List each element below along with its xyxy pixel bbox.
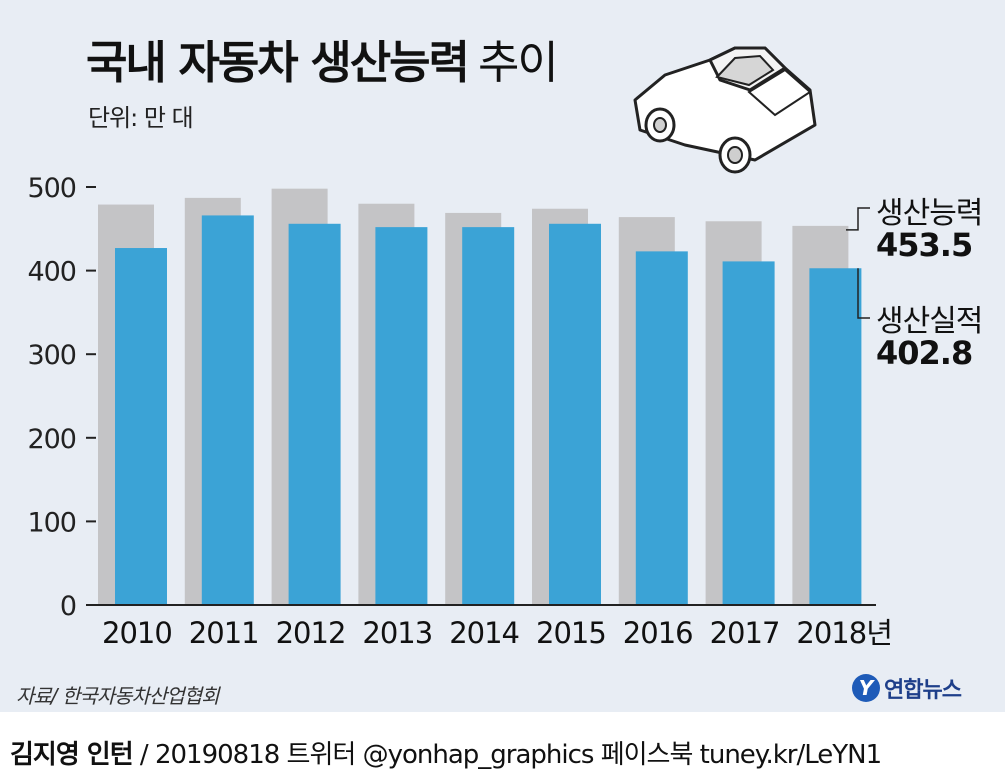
credit-line: 김지영 인턴 / 20190818 트위터 @yonhap_graphics 페…	[10, 734, 882, 771]
production-bar	[722, 261, 775, 605]
capacity-leader-line	[846, 207, 870, 231]
y-tick-label: 500	[27, 173, 76, 204]
x-tick-label: 2012	[276, 616, 346, 650]
x-tick-label: 2010	[102, 616, 172, 650]
production-bar	[549, 223, 601, 605]
y-tick-label: 100	[27, 507, 76, 538]
production-bar	[201, 215, 254, 605]
production-bar	[375, 227, 428, 606]
legend-production-value: 402.8	[876, 334, 973, 372]
production-bar	[462, 227, 515, 606]
production-bar	[635, 251, 688, 605]
credit-author: 김지영 인턴	[10, 740, 134, 770]
title-main: 국내 자동차 생산능력	[86, 36, 470, 89]
chart-title: 국내 자동차 생산능력 추이	[86, 26, 559, 91]
production-bars	[115, 215, 862, 606]
x-tick-label: 2013	[362, 616, 432, 650]
y-axis: 0 100 200 300 400 500	[27, 173, 876, 622]
production-leader-line	[857, 268, 870, 319]
logo-mark-icon: Y	[852, 674, 880, 702]
unit-label: 단위: 만 대	[88, 104, 194, 132]
x-tick-label: 2014	[449, 616, 519, 650]
title-tail: 추이	[477, 36, 559, 89]
legend-production-label: 생산실적	[876, 304, 983, 339]
x-tick-label: 2016	[623, 616, 693, 650]
y-tick-label: 200	[27, 424, 76, 455]
y-tick-label: 300	[27, 340, 76, 371]
x-tick-label: 2017	[710, 616, 780, 650]
source-note: 자료/ 한국자동차산업협회	[16, 684, 219, 708]
x-tick-label: 2011	[189, 616, 259, 650]
legend-leader-lines	[846, 207, 870, 319]
legend-capacity-value: 453.5	[876, 226, 973, 264]
y-tick-label: 400	[27, 257, 76, 288]
production-bar	[809, 268, 862, 605]
footer-bar	[0, 712, 1005, 777]
car-illustration-icon	[633, 46, 817, 174]
production-bar	[115, 248, 167, 605]
production-bar	[288, 223, 341, 605]
x-axis-labels: 2010 2011 2012 2013 2014 2015 2016 2017 2018년	[102, 616, 893, 650]
legend-capacity-label: 생산능력	[876, 196, 983, 231]
y-tick-label: 0	[60, 591, 76, 622]
x-tick-label: 2018년	[796, 616, 891, 650]
x-tick-label: 2015	[536, 616, 606, 650]
credit-details: / 20190818 트위터 @yonhap_graphics 페이스북 tun…	[132, 740, 882, 770]
yonhap-logo: Y 연합뉴스	[852, 672, 962, 704]
logo-text: 연합뉴스	[884, 678, 962, 703]
